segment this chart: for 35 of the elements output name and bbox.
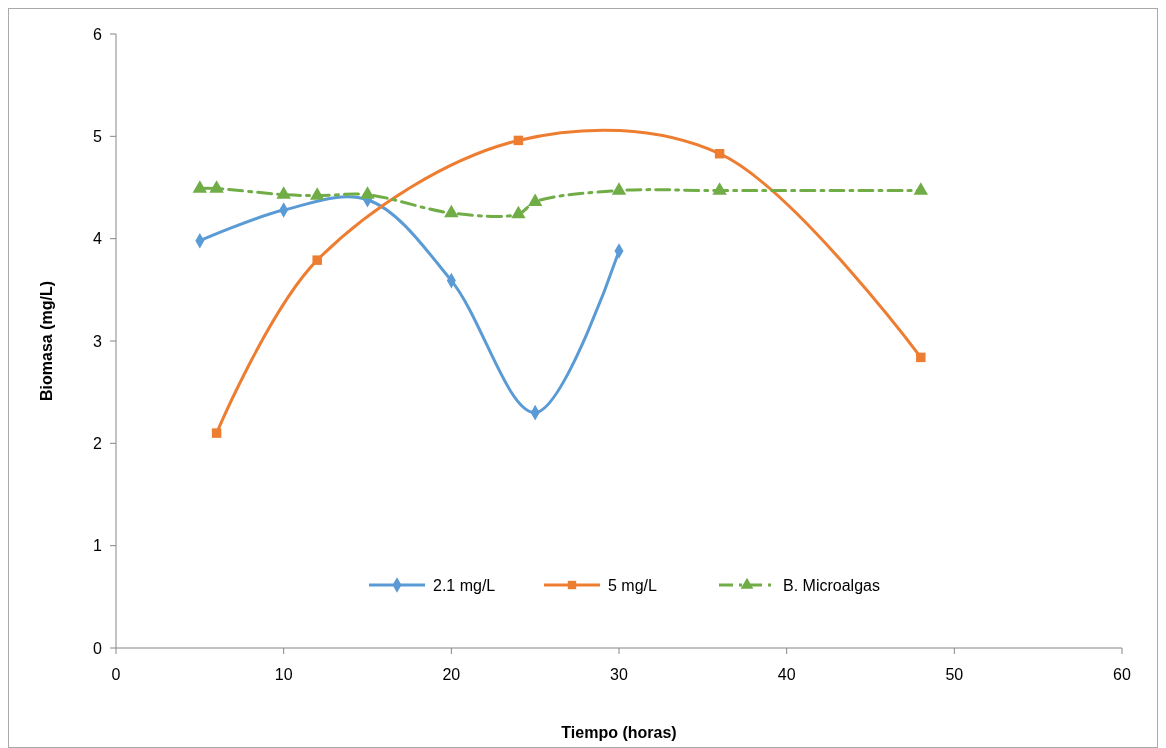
point — [444, 204, 459, 218]
point — [209, 180, 224, 193]
point — [714, 148, 725, 159]
point — [611, 182, 627, 195]
y-tick-label: 1 — [93, 537, 103, 555]
point — [527, 193, 543, 206]
point — [309, 187, 325, 200]
point — [511, 205, 526, 219]
x-tick-label: 50 — [945, 666, 964, 683]
point — [192, 180, 208, 193]
point — [276, 186, 291, 199]
point — [916, 352, 926, 363]
y-tick-label: 4 — [93, 230, 103, 248]
point — [211, 428, 222, 438]
point — [712, 182, 727, 195]
point — [513, 135, 524, 146]
x-tick-label: 10 — [274, 666, 293, 683]
y-tick-label: 5 — [93, 127, 103, 145]
legend-label: 2.1 mg/L — [433, 576, 496, 594]
x-tick-label: 60 — [1113, 666, 1131, 683]
point — [312, 255, 322, 265]
y-axis-title: Biomasa (mg/L) — [38, 280, 55, 402]
x-axis-title: Tiempo (horas) — [561, 724, 677, 741]
x-tick-label: 0 — [111, 666, 121, 683]
x-tick-label: 20 — [442, 666, 461, 683]
legend-label: 5 mg/L — [608, 576, 658, 594]
y-tick-label: 6 — [93, 25, 103, 43]
y-tick-label: 2 — [93, 434, 103, 452]
point — [913, 182, 929, 195]
x-tick-label: 30 — [610, 666, 628, 683]
y-tick-label: 3 — [93, 332, 103, 350]
point — [360, 186, 375, 199]
legend-label: B. Microalgas — [783, 576, 880, 594]
y-tick-label: 0 — [93, 639, 103, 657]
x-tick-label: 40 — [777, 666, 796, 683]
